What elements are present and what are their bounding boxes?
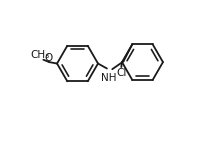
Text: CH₃: CH₃: [30, 50, 50, 60]
Text: NH: NH: [101, 73, 117, 83]
Text: Cl: Cl: [116, 68, 126, 78]
Text: O: O: [45, 53, 53, 63]
